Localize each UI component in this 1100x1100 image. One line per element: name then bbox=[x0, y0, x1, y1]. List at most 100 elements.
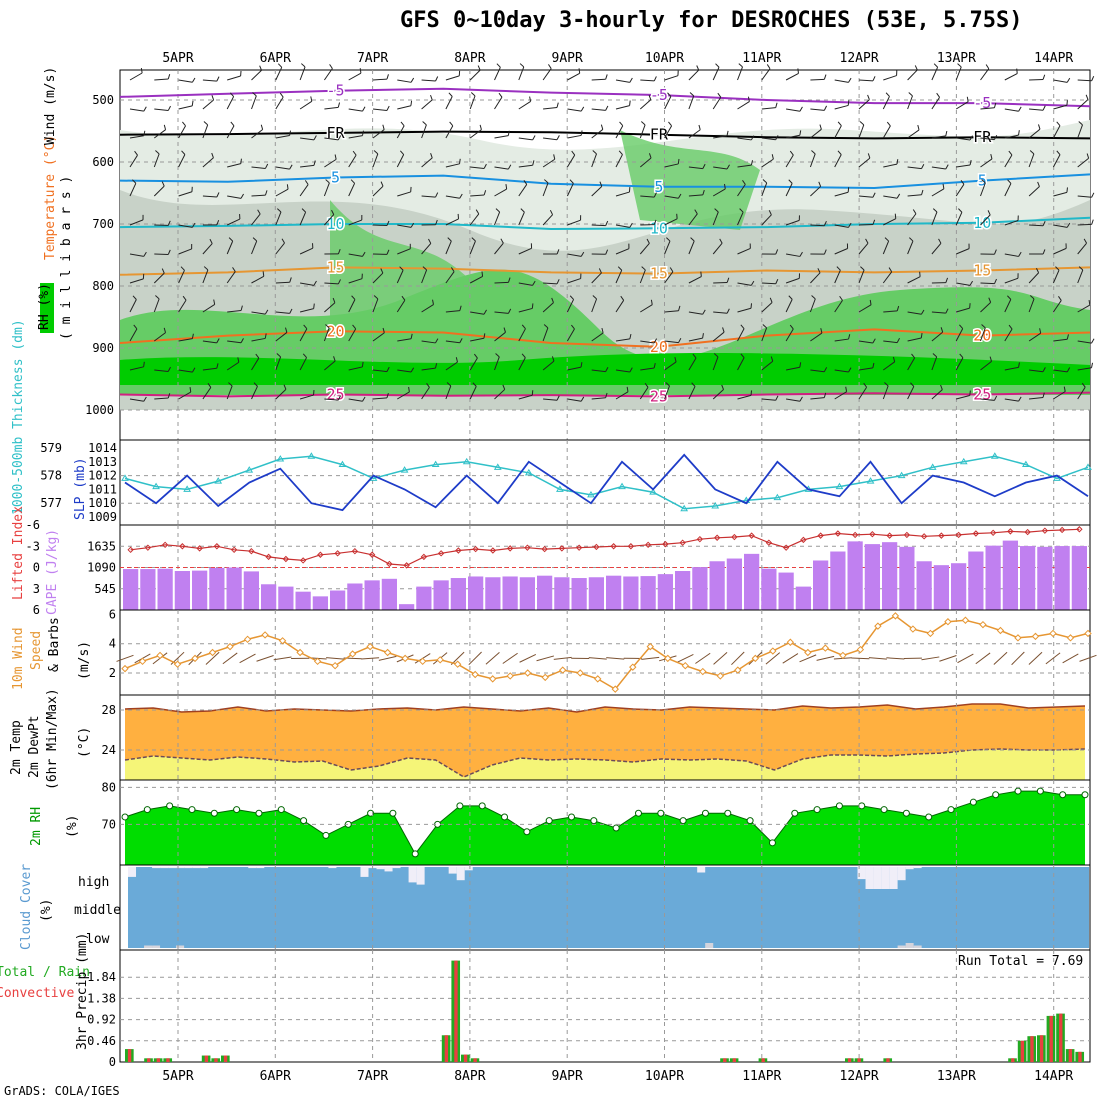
wind-barb-feather bbox=[203, 266, 209, 271]
wind-barb-feather bbox=[678, 305, 681, 311]
wind-barb-feather bbox=[264, 309, 269, 315]
isotherm-label: 5 bbox=[654, 178, 663, 196]
wind-barb bbox=[591, 78, 606, 81]
wind-barb-feather bbox=[313, 303, 315, 309]
precip-tick-label: 0.92 bbox=[87, 1013, 116, 1027]
wind-barb bbox=[129, 328, 138, 342]
lifted-index-point bbox=[1076, 526, 1083, 533]
cape-bar bbox=[640, 576, 656, 610]
wind-barb bbox=[202, 269, 209, 284]
cloud-high-clear bbox=[897, 867, 906, 881]
wind-barb bbox=[154, 332, 166, 342]
wind-barb-feather bbox=[940, 327, 944, 333]
rh2m-point bbox=[166, 802, 174, 810]
cloud-high-clear bbox=[200, 867, 209, 869]
wind-barb-feather bbox=[240, 305, 243, 311]
wind-barb bbox=[542, 360, 555, 371]
wind-barb bbox=[810, 78, 825, 81]
wind-barb bbox=[907, 69, 918, 81]
wind-barb bbox=[664, 195, 679, 199]
lifted-index-point bbox=[627, 543, 635, 550]
wind-barb bbox=[591, 129, 604, 139]
bottom-date-label: 14APR bbox=[1034, 1069, 1073, 1084]
precip-convective-bar bbox=[463, 1054, 468, 1062]
wind-barb bbox=[372, 369, 387, 373]
wind-barb-feather bbox=[912, 209, 917, 215]
wind-barb bbox=[1077, 124, 1083, 139]
wind-barb-feather bbox=[483, 333, 486, 339]
wind-barb bbox=[907, 337, 922, 342]
wind-barb bbox=[786, 253, 800, 257]
wind-barb-feather bbox=[738, 63, 743, 68]
wind-barb bbox=[816, 655, 835, 661]
wind-barb bbox=[445, 310, 460, 313]
wind-barb bbox=[154, 369, 169, 373]
cape-bar bbox=[864, 544, 880, 610]
cape-bar bbox=[416, 586, 432, 610]
wind10m-plot: 2 4 6 bbox=[109, 607, 1097, 695]
wind-barb bbox=[324, 158, 337, 168]
precip-convective-bar bbox=[1068, 1049, 1073, 1062]
wind-barb-feather bbox=[665, 382, 670, 387]
rh2m-tick-label: 80 bbox=[102, 780, 116, 794]
wind-barb bbox=[1029, 224, 1044, 227]
wind-barb-feather bbox=[990, 153, 993, 160]
wind-barb bbox=[786, 366, 800, 371]
wind-barb bbox=[372, 298, 379, 313]
lifted-index-point bbox=[817, 532, 824, 539]
wind-barb bbox=[445, 361, 458, 371]
rh2m-point bbox=[367, 809, 375, 817]
wind-barb bbox=[536, 655, 555, 662]
cape-bar bbox=[709, 561, 725, 610]
cape-bar bbox=[554, 577, 570, 610]
wind-barb bbox=[858, 157, 871, 168]
wind-barb-feather bbox=[942, 183, 945, 189]
cloud-low-clear bbox=[144, 945, 153, 948]
wind-barb bbox=[591, 108, 606, 111]
wind-barb bbox=[713, 311, 728, 314]
wind-barb bbox=[300, 164, 315, 168]
wind-barb-feather bbox=[1091, 192, 1095, 198]
wind-barb bbox=[1029, 108, 1044, 111]
wind-barb-feather bbox=[337, 279, 341, 285]
wind-barb-feather bbox=[1086, 153, 1090, 159]
wind-barb bbox=[129, 135, 144, 139]
cape-bar bbox=[951, 563, 967, 610]
wind-barb bbox=[566, 154, 576, 168]
li-tick-label: 6 bbox=[33, 603, 40, 617]
wind-barb-feather bbox=[399, 266, 404, 271]
lifted-index-point bbox=[161, 541, 169, 549]
wind-barb bbox=[664, 75, 679, 81]
wind-barb bbox=[421, 243, 432, 255]
wind-barb-feather bbox=[551, 356, 555, 362]
rh2m-point bbox=[523, 828, 531, 836]
wind-barb-feather bbox=[286, 184, 289, 190]
slp-tick-label: 1013 bbox=[88, 455, 117, 469]
wind-barb bbox=[348, 183, 356, 197]
cloud-low-clear bbox=[897, 945, 906, 948]
rh2m-point bbox=[255, 809, 263, 817]
wind-barb-feather bbox=[945, 164, 949, 170]
wind10m-label-2: Speed bbox=[29, 631, 44, 670]
wind-barb-feather bbox=[932, 353, 938, 358]
wind-barb bbox=[1052, 125, 1061, 139]
lifted-index-point bbox=[420, 553, 428, 561]
wind-barb-feather bbox=[350, 179, 355, 184]
wind-barb bbox=[639, 243, 650, 255]
wind-barb-feather bbox=[237, 357, 240, 363]
wind-barb bbox=[222, 652, 238, 665]
wind-barb bbox=[445, 340, 460, 344]
wind-barb-feather bbox=[313, 280, 317, 286]
wind-barb bbox=[591, 153, 597, 168]
wind-barb bbox=[1028, 298, 1035, 313]
isotherm-label: -5 bbox=[327, 82, 345, 100]
wind-barb bbox=[810, 369, 825, 373]
wind-barb-feather bbox=[140, 67, 143, 74]
wind-barb-feather bbox=[629, 222, 633, 228]
wind-barb bbox=[712, 242, 723, 255]
wind-barb-feather bbox=[191, 100, 194, 106]
wind-barb bbox=[324, 282, 339, 285]
wind-barb bbox=[713, 652, 728, 665]
wind-barb-feather bbox=[605, 392, 608, 398]
wind-barb bbox=[421, 124, 427, 139]
